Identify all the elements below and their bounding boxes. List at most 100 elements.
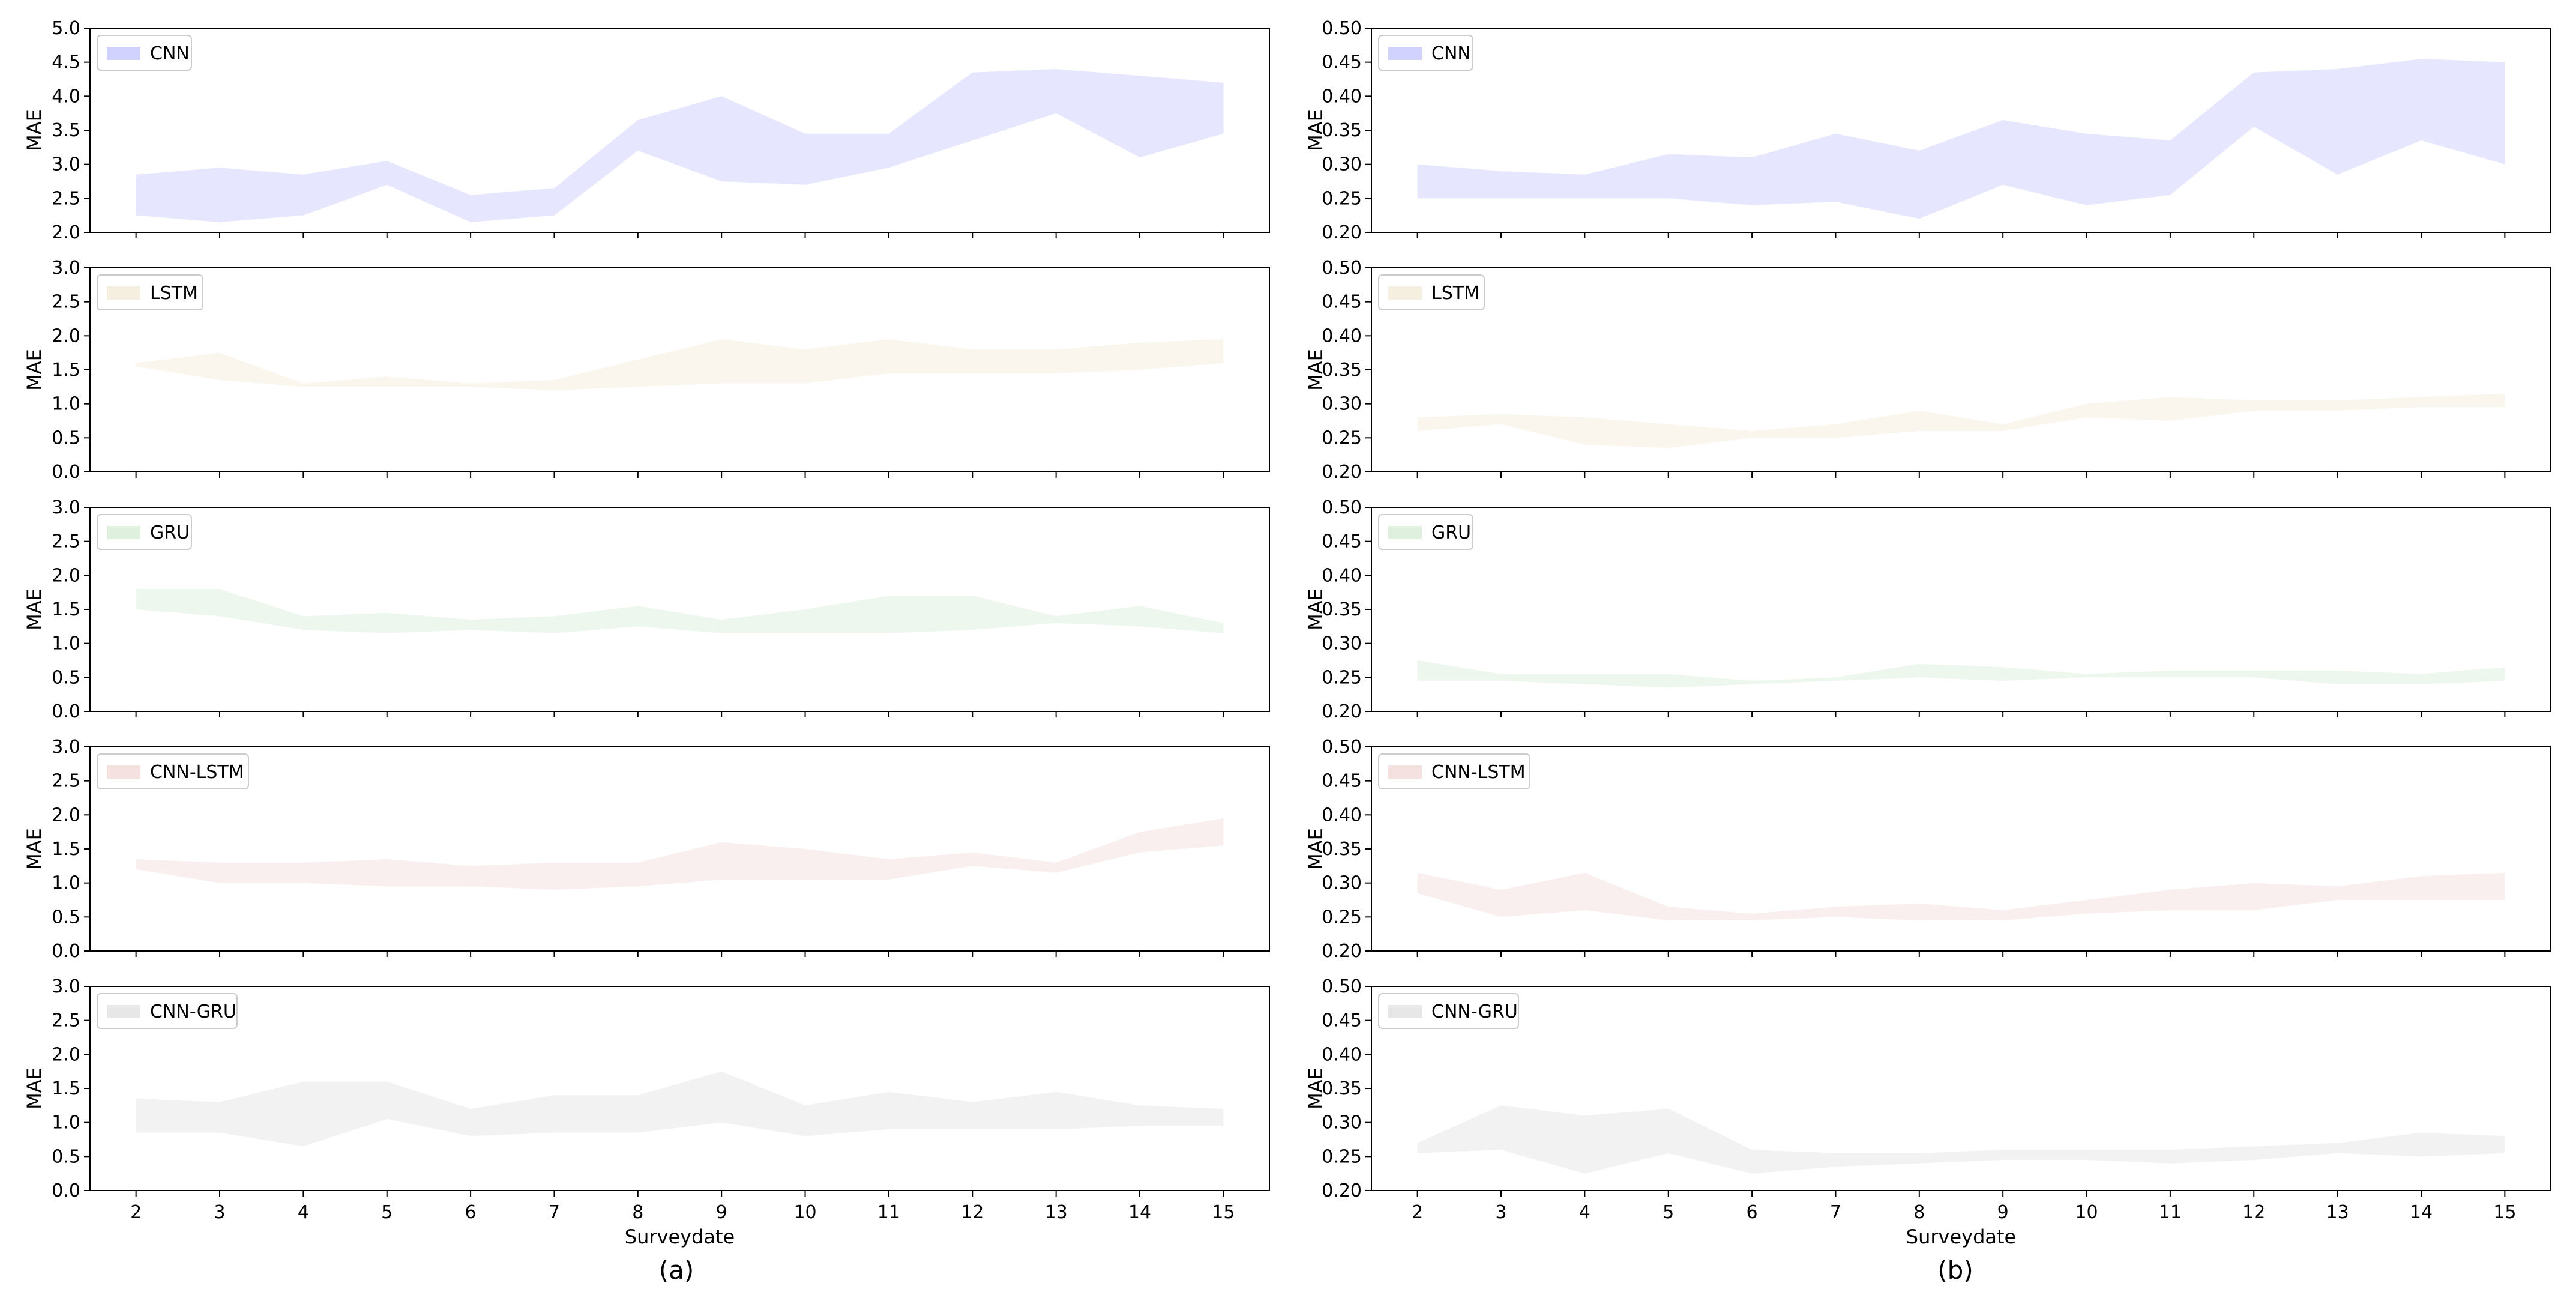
ytick-label-a-cnn-lstm-1: 0.5 — [52, 907, 80, 928]
ytick-label-b-cnn-gru-3: 0.35 — [1322, 1078, 1362, 1099]
xtick-label-a-cnn-gru-12: 14 — [1128, 1202, 1151, 1223]
ylabel-a-cnn: MAE — [23, 109, 46, 151]
xtick-label-b-cnn-gru-4: 6 — [1747, 1202, 1758, 1223]
legend-box-b-gru — [1378, 514, 1473, 550]
ytick-label-b-cnn-gru-6: 0.50 — [1322, 976, 1362, 997]
xtick-label-a-cnn-gru-13: 15 — [1212, 1202, 1235, 1223]
legend-swatch-b-gru — [1388, 526, 1422, 539]
legend-box-b-cnn-lstm — [1378, 753, 1530, 789]
legend-label-b-gru: GRU — [1431, 522, 1471, 543]
legend-box-a-cnn-gru — [97, 993, 238, 1029]
ytick-label-a-cnn-3: 3.5 — [52, 120, 80, 141]
xtick-label-a-cnn-gru-6: 8 — [632, 1202, 643, 1223]
subplot-a-cnn: 2.0 2.5 3.0 3.5 4.0 4.5 5.0 MAE CNN — [23, 18, 1270, 243]
ytick-label-b-gru-0: 0.20 — [1322, 701, 1362, 722]
subplot-a-lstm: 0.0 0.5 1.0 1.5 2.0 2.5 3.0 MAE LSTM — [23, 258, 1270, 483]
ylabel-a-cnn-lstm: MAE — [23, 828, 46, 870]
ytick-label-b-cnn-1: 0.25 — [1322, 188, 1362, 209]
ytick-label-b-lstm-5: 0.45 — [1322, 292, 1362, 313]
xtick-label-a-cnn-gru-7: 9 — [716, 1202, 727, 1223]
ytick-label-b-cnn-lstm-5: 0.45 — [1322, 771, 1362, 792]
xtick-label-b-cnn-gru-10: 12 — [2242, 1202, 2265, 1223]
subplot-b-cnn-lstm: 0.20 0.25 0.30 0.35 0.40 0.45 0.50 MAE CNN-LSTM — [1304, 737, 2551, 962]
ytick-label-a-gru-6: 3.0 — [52, 497, 80, 518]
ytick-label-a-cnn-lstm-0: 0.0 — [52, 941, 80, 962]
ytick-label-b-lstm-2: 0.30 — [1322, 394, 1362, 415]
ylabel-a-gru: MAE — [23, 588, 46, 630]
ylabel-b-cnn: MAE — [1304, 109, 1327, 151]
subplot-b-gru: 0.20 0.25 0.30 0.35 0.40 0.45 0.50 MAE GRU — [1304, 497, 2551, 722]
ytick-label-b-cnn-lstm-0: 0.20 — [1322, 941, 1362, 962]
ytick-label-b-cnn-6: 0.50 — [1322, 18, 1362, 39]
ytick-label-a-cnn-2: 3.0 — [52, 154, 80, 175]
ytick-label-b-cnn-0: 0.20 — [1322, 222, 1362, 243]
band-a-cnn-gru — [136, 1071, 1224, 1147]
legend-label-b-cnn-lstm: CNN-LSTM — [1431, 762, 1526, 783]
xlabel-a-cnn-gru: Surveydate — [625, 1225, 735, 1248]
xtick-label-a-cnn-gru-5: 7 — [549, 1202, 560, 1223]
xtick-label-b-cnn-gru-13: 15 — [2493, 1202, 2516, 1223]
band-a-cnn — [136, 69, 1224, 222]
legend-label-b-cnn: CNN — [1431, 43, 1471, 64]
ytick-label-a-cnn-5: 4.5 — [52, 52, 80, 73]
band-b-cnn — [1417, 59, 2505, 219]
ytick-label-b-gru-5: 0.45 — [1322, 531, 1362, 552]
ytick-label-a-lstm-5: 2.5 — [52, 292, 80, 313]
legend-swatch-a-lstm — [107, 286, 140, 300]
ytick-label-b-cnn-2: 0.30 — [1322, 154, 1362, 175]
band-b-gru — [1417, 660, 2505, 688]
ytick-label-b-cnn-lstm-6: 0.50 — [1322, 737, 1362, 758]
ytick-label-a-gru-5: 2.5 — [52, 531, 80, 552]
axes-frame-a-cnn-lstm — [89, 746, 1270, 952]
legend-box-b-lstm — [1378, 274, 1485, 310]
ytick-label-a-lstm-6: 3.0 — [52, 258, 80, 279]
ytick-label-a-cnn-lstm-2: 1.0 — [52, 873, 80, 894]
ytick-label-a-lstm-2: 1.0 — [52, 394, 80, 415]
ytick-label-b-gru-2: 0.30 — [1322, 633, 1362, 654]
legend-swatch-b-cnn-gru — [1388, 1005, 1422, 1018]
ytick-label-b-cnn-3: 0.35 — [1322, 120, 1362, 141]
ylabel-b-gru: MAE — [1304, 588, 1327, 630]
xtick-label-b-cnn-gru-9: 11 — [2159, 1202, 2182, 1223]
legend-swatch-a-cnn — [107, 47, 140, 60]
subplot-b-lstm: 0.20 0.25 0.30 0.35 0.40 0.45 0.50 MAE LSTM — [1304, 258, 2551, 483]
ytick-label-a-cnn-gru-0: 0.0 — [52, 1180, 80, 1201]
legend-box-b-cnn — [1378, 35, 1473, 71]
ytick-label-a-gru-3: 1.5 — [52, 599, 80, 620]
band-a-gru — [136, 589, 1224, 633]
caption-a: (a) — [659, 1255, 694, 1285]
ytick-label-a-cnn-gru-3: 1.5 — [52, 1078, 80, 1099]
caption-b: (b) — [1937, 1255, 1973, 1285]
band-b-cnn-lstm — [1417, 872, 2505, 920]
xtick-label-b-cnn-gru-0: 2 — [1412, 1202, 1423, 1223]
xtick-label-b-cnn-gru-6: 8 — [1913, 1202, 1925, 1223]
ytick-label-a-gru-0: 0.0 — [52, 701, 80, 722]
legend-box-b-cnn-gru — [1378, 993, 1519, 1029]
ytick-label-b-cnn-5: 0.45 — [1322, 52, 1362, 73]
xtick-label-a-cnn-gru-9: 11 — [877, 1202, 900, 1223]
ytick-label-b-lstm-6: 0.50 — [1322, 258, 1362, 279]
xtick-label-b-cnn-gru-5: 7 — [1830, 1202, 1841, 1223]
subplot-b-cnn: 0.20 0.25 0.30 0.35 0.40 0.45 0.50 MAE CNN — [1304, 18, 2551, 243]
ytick-label-a-cnn-0: 2.0 — [52, 222, 80, 243]
ytick-label-a-lstm-0: 0.0 — [52, 462, 80, 483]
ytick-label-a-cnn-4: 4.0 — [52, 86, 80, 107]
band-a-lstm — [136, 339, 1224, 390]
xtick-label-b-cnn-gru-11: 13 — [2326, 1202, 2349, 1223]
xtick-label-a-cnn-gru-10: 12 — [961, 1202, 984, 1223]
legend-label-a-lstm: LSTM — [150, 283, 198, 304]
ytick-label-a-cnn-gru-1: 0.5 — [52, 1146, 80, 1167]
ylabel-b-cnn-gru: MAE — [1304, 1067, 1327, 1109]
band-b-lstm — [1417, 393, 2505, 448]
ylabel-a-lstm: MAE — [23, 349, 46, 391]
xtick-label-b-cnn-gru-1: 3 — [1495, 1202, 1506, 1223]
ytick-label-b-cnn-lstm-1: 0.25 — [1322, 907, 1362, 928]
ytick-label-b-cnn-gru-5: 0.45 — [1322, 1010, 1362, 1031]
subplot-a-cnn-lstm: 0.0 0.5 1.0 1.5 2.0 2.5 3.0 MAE CNN-LSTM — [23, 737, 1270, 962]
ytick-label-a-gru-4: 2.0 — [52, 565, 80, 586]
ylabel-b-lstm: MAE — [1304, 349, 1327, 391]
xtick-label-a-cnn-gru-3: 5 — [381, 1202, 393, 1223]
xtick-label-a-cnn-gru-0: 2 — [130, 1202, 142, 1223]
axes-frame-b-lstm — [1371, 267, 2551, 472]
